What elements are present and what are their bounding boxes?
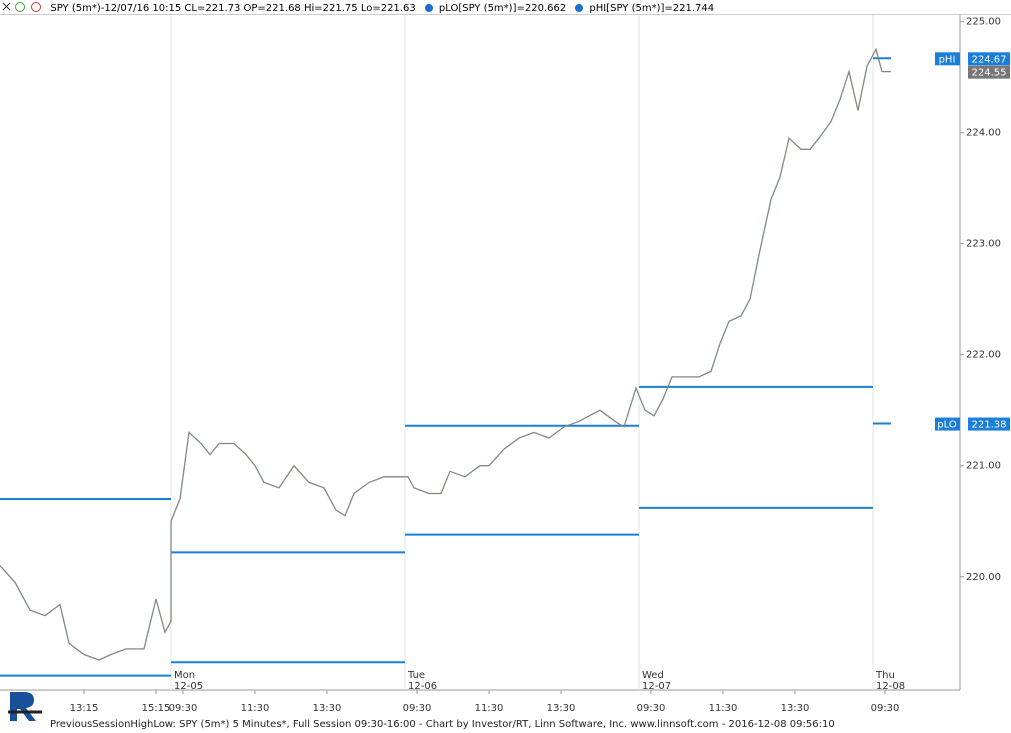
last-price-box xyxy=(968,65,1010,79)
header: SPY (5m*)-12/07/16 10:15 CL=221.73 OP=22… xyxy=(0,0,1011,15)
symbol-info: SPY (5m*)-12/07/16 10:15 CL=221.73 OP=22… xyxy=(50,3,416,14)
price-line xyxy=(0,47,891,661)
x-tick-label: 13:30 xyxy=(313,703,342,714)
x-tick-label: 13:30 xyxy=(547,703,576,714)
icon xyxy=(31,2,42,12)
last-price: 224.55 xyxy=(972,68,1007,79)
tag-name: pHI xyxy=(939,54,956,65)
close-icon[interactable] xyxy=(0,0,12,14)
y-tick-label: 224.00 xyxy=(966,128,1001,139)
phi-info: pHI[SPY (5m*)]=221.744 xyxy=(589,3,715,14)
tag-name-box xyxy=(935,417,960,431)
y-tick-label: 220.00 xyxy=(966,572,1001,583)
icon xyxy=(575,4,584,12)
y-tick-label: 222.00 xyxy=(966,350,1001,361)
icon xyxy=(15,2,26,12)
day-label: Mon xyxy=(174,670,195,681)
date-label: 12-05 xyxy=(174,681,203,692)
date-label: 12-08 xyxy=(876,681,905,692)
plo-info: pLO[SPY (5m*)]=220.662 xyxy=(438,3,567,14)
x-tick-label: 11:30 xyxy=(241,703,270,714)
date-label: 12-07 xyxy=(642,681,671,692)
x-tick-label: 11:30 xyxy=(475,703,504,714)
tag-name: pLO xyxy=(937,420,957,431)
tag-value-box xyxy=(968,52,1010,66)
x-tick-label: 13:30 xyxy=(781,703,810,714)
x-tick-label: 09:30 xyxy=(871,703,900,714)
y-tick-label: 223.00 xyxy=(966,239,1001,250)
tag-value: 221.38 xyxy=(972,420,1007,431)
x-tick-label: 11:30 xyxy=(709,703,738,714)
x-tick-label: 15:15 xyxy=(142,703,171,714)
footer: PreviousSessionHighLow: SPY (5m*) 5 Minu… xyxy=(50,719,835,730)
x-tick-label: 09:30 xyxy=(403,703,432,714)
x-tick-label: 09:30 xyxy=(169,703,198,714)
tag-name-box xyxy=(935,52,960,66)
x-tick-label: 13:15 xyxy=(70,703,99,714)
date-label: 12-06 xyxy=(408,681,437,692)
day-label: Tue xyxy=(407,670,425,681)
y-tick-label: 221.00 xyxy=(966,461,1001,472)
day-label: Wed xyxy=(642,670,664,681)
logo xyxy=(10,692,36,721)
day-label: Thu xyxy=(875,670,895,681)
x-tick-label: 09:30 xyxy=(637,703,666,714)
tag-value-box xyxy=(968,417,1010,431)
tag-value: 224.67 xyxy=(972,54,1007,65)
y-tick-label: 225.00 xyxy=(966,17,1001,28)
icon xyxy=(424,4,433,12)
